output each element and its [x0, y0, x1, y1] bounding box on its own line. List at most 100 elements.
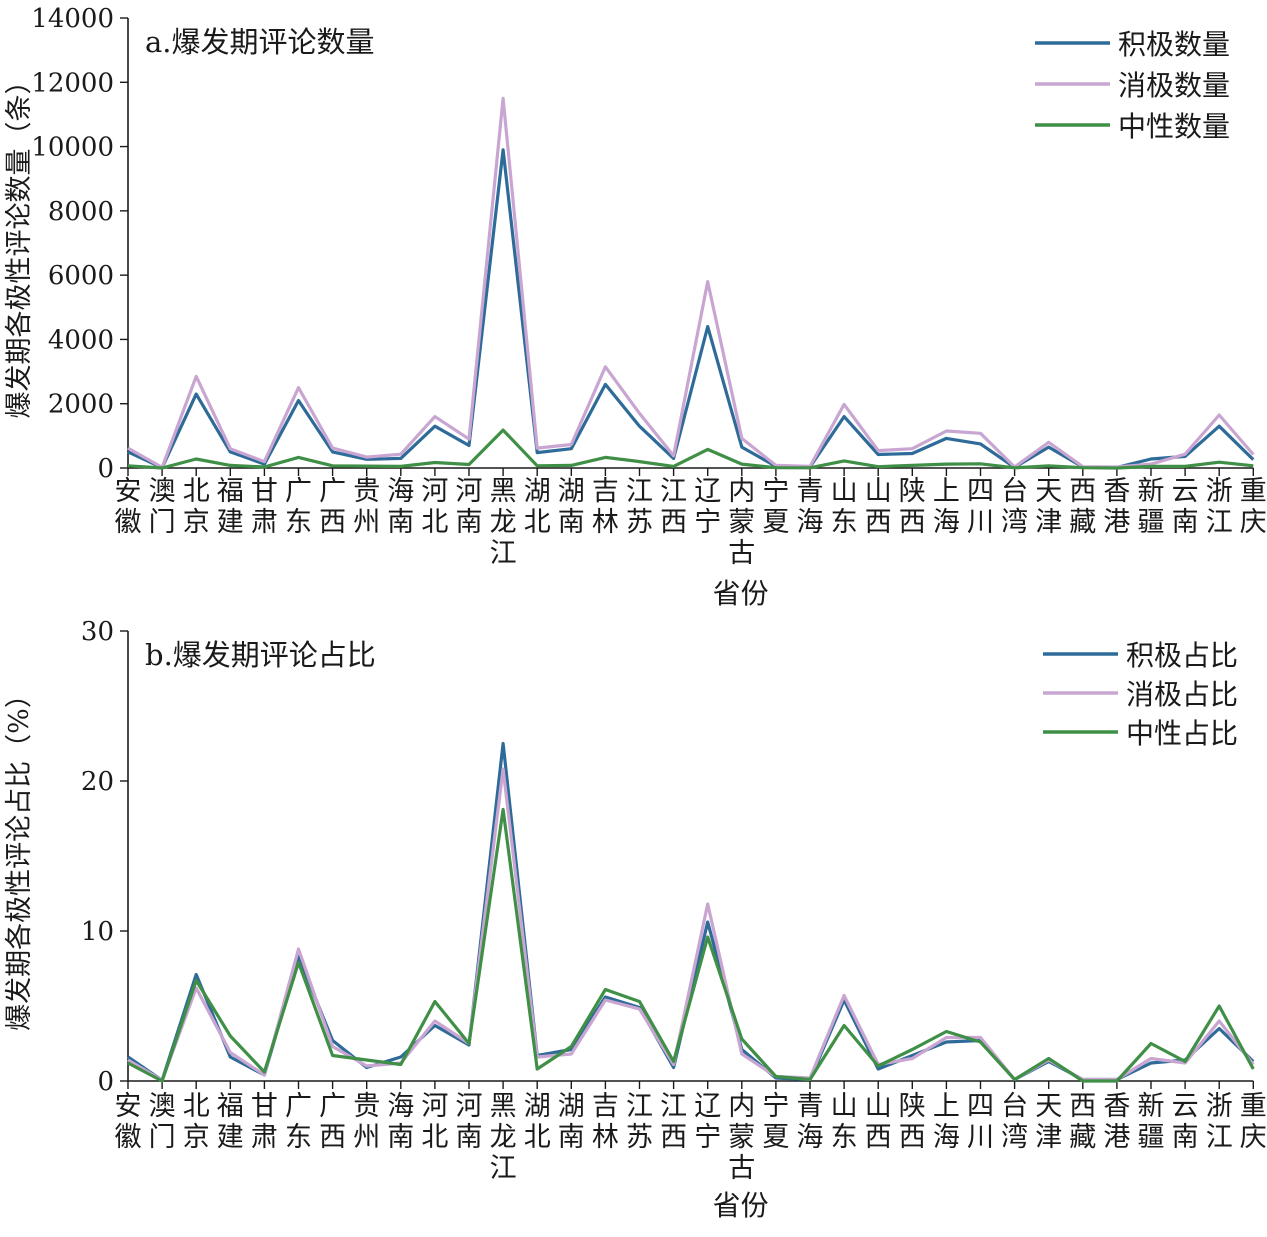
y-tick-label: 12000	[31, 68, 114, 98]
x-tick-label: 湖南	[558, 1091, 585, 1153]
x-tick-label: 安徽	[115, 476, 142, 538]
y-tick-label: 0	[97, 1067, 114, 1097]
x-tick-label: 江西	[660, 476, 687, 538]
x-tick-label: 陕西	[899, 476, 926, 538]
x-tick-label: 天津	[1035, 476, 1062, 538]
x-tick-label: 河北	[421, 476, 448, 538]
x-tick-label: 重庆	[1240, 1091, 1267, 1153]
x-tick-label: 吉林	[592, 476, 619, 538]
x-tick-label: 吉林	[592, 1091, 619, 1153]
x-tick-label: 四川	[967, 476, 994, 538]
x-tick-label: 内蒙古	[728, 1091, 755, 1184]
x-tick-label: 黑龙江	[490, 1091, 517, 1184]
x-tick-label: 福建	[217, 1091, 244, 1153]
y-tick-label: 14000	[31, 4, 114, 34]
y-tick-label: 10	[81, 917, 114, 947]
series-line-2	[127, 428, 1254, 470]
x-tick-label: 宁夏	[762, 1091, 789, 1153]
x-tick-label: 湖北	[524, 476, 551, 538]
legend-label-2: 中性数量	[1118, 110, 1230, 143]
x-tick-label: 江苏	[626, 476, 653, 538]
x-tick-label: 香港	[1103, 476, 1130, 538]
x-tick-label: 湖南	[558, 476, 585, 538]
y-axis-label: 爆发期各极性评论数量（条）	[4, 68, 35, 419]
x-tick-label: 内蒙古	[728, 476, 755, 569]
x-tick-label: 山东	[831, 1091, 858, 1153]
x-tick-label: 黑龙江	[490, 476, 517, 569]
chart-title: a.爆发期评论数量	[145, 25, 375, 59]
legend-label-0: 积极数量	[1118, 28, 1230, 61]
x-tick-label: 海南	[387, 1091, 414, 1153]
x-tick-label: 贵州	[353, 476, 380, 538]
x-tick-label: 上海	[933, 1091, 960, 1153]
chart-title: b.爆发期评论占比	[145, 638, 376, 672]
y-tick-label: 30	[81, 617, 114, 647]
x-tick-label: 广西	[319, 1091, 346, 1153]
x-tick-label: 云南	[1172, 1091, 1199, 1153]
y-tick-label: 2000	[48, 390, 114, 420]
x-tick-label: 甘肃	[251, 476, 278, 538]
x-tick-label: 台湾	[1001, 1091, 1028, 1153]
x-axis-label: 省份	[713, 1189, 769, 1222]
x-tick-label: 辽宁	[694, 476, 721, 538]
x-tick-label: 江西	[660, 1091, 687, 1153]
x-tick-label: 上海	[933, 476, 960, 538]
series-line-0	[127, 741, 1255, 1082]
x-tick-label: 山东	[831, 476, 858, 538]
x-tick-label: 新疆	[1138, 1091, 1165, 1153]
legend-label-1: 消极数量	[1118, 69, 1230, 102]
x-tick-label: 西藏	[1069, 1091, 1096, 1153]
x-tick-label: 澳门	[149, 1091, 176, 1153]
y-tick-label: 6000	[48, 261, 114, 291]
x-tick-label: 重庆	[1240, 476, 1267, 538]
legend-label-2: 中性占比	[1126, 717, 1238, 750]
x-tick-label: 四川	[967, 1091, 994, 1153]
x-tick-label: 青海	[797, 1091, 824, 1153]
x-tick-label: 福建	[217, 476, 244, 538]
x-tick-label: 辽宁	[694, 1091, 721, 1153]
x-tick-label: 山西	[865, 476, 892, 538]
x-tick-label: 广西	[319, 476, 346, 538]
y-tick-label: 10000	[31, 133, 114, 163]
y-tick-label: 4000	[48, 325, 114, 355]
x-tick-label: 河北	[421, 1091, 448, 1153]
x-tick-label: 浙江	[1206, 476, 1233, 538]
x-tick-label: 宁夏	[762, 476, 789, 538]
series-line-1	[127, 96, 1255, 469]
x-tick-label: 香港	[1103, 1091, 1130, 1153]
series-line-0	[127, 148, 1255, 470]
x-tick-label: 西藏	[1069, 476, 1096, 538]
chart-panel-1: 0 10 20 30 安徽澳门北京福建甘肃广东广西贵州海南河北河南黑龙江湖北湖南吉林江苏…	[4, 617, 1267, 1222]
x-tick-label: 澳门	[149, 476, 176, 538]
series-line-2	[127, 807, 1255, 1083]
y-tick-label: 8000	[48, 197, 114, 227]
x-tick-label: 甘肃	[251, 1091, 278, 1153]
x-tick-label: 广东	[285, 1091, 312, 1153]
y-tick-label: 0	[97, 454, 114, 484]
x-tick-label: 河南	[456, 476, 483, 538]
x-tick-label: 北京	[183, 476, 210, 538]
legend-label-1: 消极占比	[1126, 678, 1238, 711]
x-tick-label: 湖北	[524, 1091, 551, 1153]
x-tick-label: 台湾	[1001, 476, 1028, 538]
x-tick-label: 天津	[1035, 1091, 1062, 1153]
x-tick-label: 青海	[797, 476, 824, 538]
chart-panel-0: 0 2000 4000 6000 8000 10000 12000 14000 安徽澳门北京福建…	[4, 4, 1267, 610]
x-tick-label: 北京	[183, 1091, 210, 1153]
x-tick-label: 河南	[456, 1091, 483, 1153]
x-tick-label: 浙江	[1206, 1091, 1233, 1153]
x-tick-label: 新疆	[1138, 476, 1165, 538]
legend-label-0: 积极占比	[1126, 639, 1238, 672]
x-tick-label: 广东	[285, 476, 312, 538]
series-line-1	[127, 767, 1255, 1082]
y-axis-label: 爆发期各极性评论占比（%）	[4, 681, 35, 1031]
x-tick-label: 安徽	[115, 1091, 142, 1153]
x-tick-label: 贵州	[353, 1091, 380, 1153]
y-tick-label: 20	[81, 767, 114, 797]
x-axis-label: 省份	[713, 577, 769, 610]
x-tick-label: 陕西	[899, 1091, 926, 1153]
x-tick-label: 江苏	[626, 1091, 653, 1153]
x-tick-label: 山西	[865, 1091, 892, 1153]
